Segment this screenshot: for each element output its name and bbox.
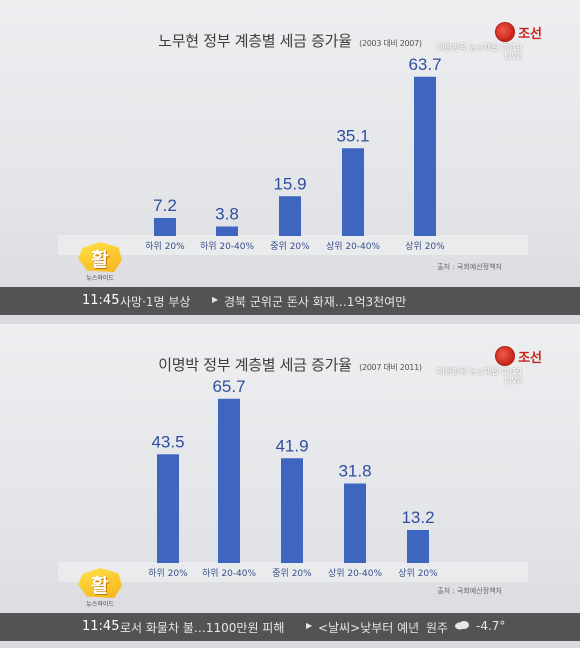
chart-subtitle: (2007 대비 2011) <box>359 363 422 372</box>
source-note: 출처 : 국회예산정책처 <box>437 263 502 271</box>
ticker-item: 로서 화물차 불…1100만원 피해 <box>120 621 285 635</box>
data-label: 65.7 <box>212 377 245 396</box>
category-label: 상위 20% <box>405 241 445 252</box>
bar <box>157 454 179 563</box>
ticker-weather-city: 원주 <box>426 621 449 635</box>
show-name: 뉴스와이드 <box>86 275 114 282</box>
channel-text: 대한민국 뉴스채널 Ch19 <box>437 367 522 376</box>
bar <box>218 398 240 563</box>
category-label: 상위 20-40% <box>326 241 381 252</box>
ticker-item: 경북 군위군 돈사 화재…1억3천여만 <box>224 295 407 309</box>
bar-chart: 43.5 하위 20% 65.7 하위 20-40% 41.9 중위 20% 31.8 상위 … <box>148 377 438 579</box>
chart-title: 이명박 정부 계층별 세금 증가율 (2007 대비 2011) <box>0 354 580 375</box>
chart-title: 노무현 정부 계층별 세금 증가율 (2003 대비 2007) <box>0 30 580 51</box>
category-label: 하위 20% <box>145 241 185 252</box>
live-indicator: LIVE <box>504 52 522 61</box>
category-label: 하위 20-40% <box>200 241 255 252</box>
category-label: 중위 20% <box>270 241 310 252</box>
data-label: 35.1 <box>336 126 369 145</box>
show-badge: 활 뉴스와이드 <box>78 568 122 608</box>
broadcaster-name: 조선 <box>518 26 542 42</box>
show-badge-glyph: 활 <box>91 249 109 271</box>
category-label: 상위 20% <box>398 568 438 579</box>
show-badge-sun-icon <box>78 242 122 272</box>
broadcaster-logo-icon <box>495 346 516 366</box>
data-label: 7.2 <box>153 196 177 215</box>
broadcaster-logo: 조선 <box>495 346 542 366</box>
category-label: 하위 20% <box>148 568 188 579</box>
chart-panel-1: 노무현 정부 계층별 세금 증가율 (2003 대비 2007) 조선 대한민국… <box>0 0 580 324</box>
news-ticker: 11:45 사망·1명 부상 ▶ 경북 군위군 돈사 화재…1억3천여만 <box>0 287 580 315</box>
broadcaster-logo: 조선 <box>495 22 542 42</box>
chart-title-text: 노무현 정부 계층별 세금 증가율 <box>158 32 352 50</box>
bar <box>154 218 176 236</box>
show-badge-glyph: 활 <box>91 575 109 597</box>
chart-subtitle: (2003 대비 2007) <box>359 39 422 48</box>
bar <box>344 483 366 563</box>
ticker-arrow-icon: ▶ <box>306 621 313 630</box>
chart-title-text: 이명박 정부 계층별 세금 증가율 <box>158 356 352 374</box>
source-note: 출처 : 국회예산정책처 <box>437 587 502 595</box>
bar <box>281 458 303 563</box>
ticker-weather-temp: -4.7° <box>476 619 506 633</box>
data-label: 41.9 <box>275 436 308 455</box>
channel-text: 대한민국 뉴스채널 Ch19 <box>437 43 522 52</box>
show-badge-sun-icon <box>78 568 122 598</box>
cloud-icon <box>455 621 469 630</box>
category-label: 하위 20-40% <box>202 568 257 579</box>
chart-panel-2: 이명박 정부 계층별 세금 증가율 (2007 대비 2011) 조선 대한민국… <box>0 324 580 648</box>
show-badge: 활 뉴스와이드 <box>78 242 122 282</box>
ticker-item: <날씨>낮부터 예년 <box>318 621 420 635</box>
category-label: 중위 20% <box>272 568 312 579</box>
broadcaster-name: 조선 <box>518 350 542 366</box>
bar <box>342 148 364 236</box>
ticker-item: 사망·1명 부상 <box>120 295 191 309</box>
bar-chart: 7.2 하위 20% 3.8 하위 20-40% 15.9 중위 20% 35.1 상위 20… <box>145 55 445 252</box>
category-band <box>58 562 528 582</box>
bar <box>414 76 436 236</box>
bar <box>407 530 429 563</box>
category-band <box>58 235 528 255</box>
ticker-arrow-icon: ▶ <box>212 295 219 304</box>
live-indicator: LIVE <box>504 376 522 385</box>
data-label: 3.8 <box>215 205 239 224</box>
data-label: 13.2 <box>401 508 434 527</box>
category-label: 상위 20-40% <box>328 568 383 579</box>
news-ticker: 11:45 로서 화물차 불…1100만원 피해 ▶ <날씨>낮부터 예년 원주… <box>0 613 580 641</box>
ticker-time: 11:45 <box>82 619 120 634</box>
bar <box>279 196 301 236</box>
show-name: 뉴스와이드 <box>86 601 114 608</box>
data-label: 43.5 <box>151 432 184 451</box>
bar <box>216 226 238 236</box>
data-label: 63.7 <box>408 55 441 74</box>
data-label: 31.8 <box>338 462 371 481</box>
ticker-time: 11:45 <box>82 293 120 308</box>
broadcaster-logo-icon <box>495 22 516 42</box>
data-label: 15.9 <box>273 174 306 193</box>
